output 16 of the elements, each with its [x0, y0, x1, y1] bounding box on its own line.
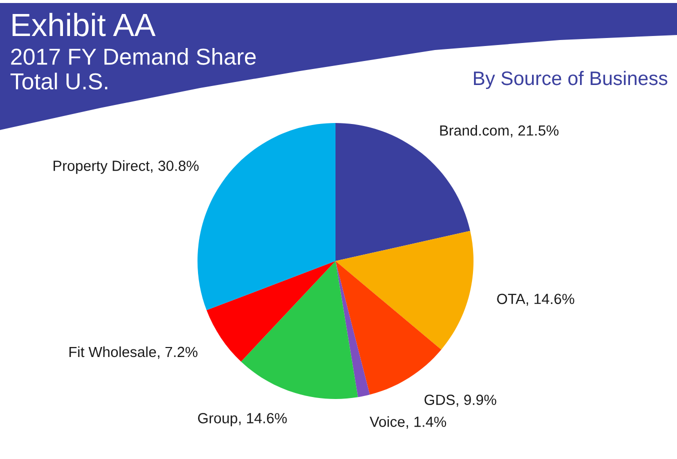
- pie-slice: [336, 230, 474, 350]
- slice-label: Fit Wholesale, 7.2%: [69, 346, 198, 359]
- slice-label: Voice, 1.4%: [370, 416, 446, 429]
- chart-title: Exhibit AA: [12, 12, 156, 36]
- pie-slice: [336, 261, 442, 395]
- slice-label: GDS, 9.9%: [424, 394, 496, 407]
- slice-label: Property Direct, 30.8%: [54, 160, 199, 174]
- text: By Source of Business: [474, 70, 668, 90]
- pie-slice: [241, 261, 358, 399]
- slice-label: OTA, 14.6%: [497, 294, 574, 306]
- slice-label: Group, 14.6%: [198, 413, 287, 426]
- pie-slice: [206, 261, 336, 362]
- chart-subtitle: 2017 FY Demand Share Total U.S.: [10, 48, 256, 90]
- slice-label: Brand.com, 21.5%: [440, 124, 558, 138]
- pie-slice: [198, 123, 336, 310]
- pie-slice: [336, 261, 370, 398]
